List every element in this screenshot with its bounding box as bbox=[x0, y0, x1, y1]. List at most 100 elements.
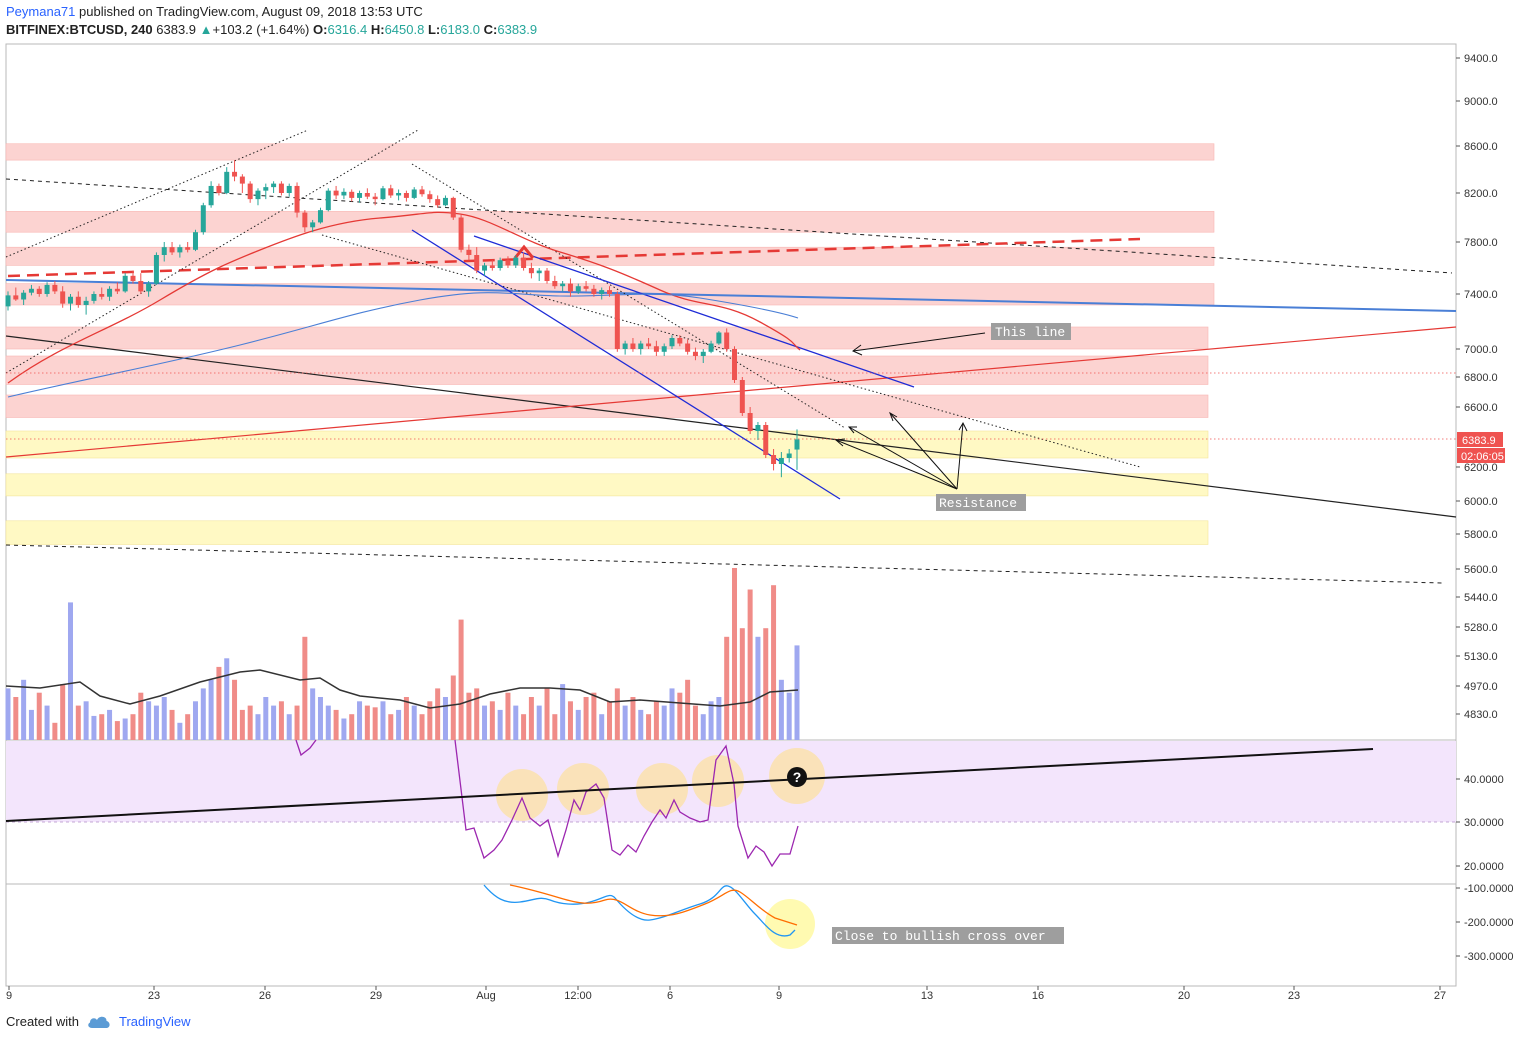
volume-bar bbox=[208, 679, 214, 740]
volume-bar bbox=[364, 705, 370, 740]
volume-bar bbox=[732, 568, 738, 740]
dotted-channel-line-1[interactable] bbox=[5, 129, 309, 258]
publish-info: Peymana71 published on TradingView.com, … bbox=[6, 4, 423, 19]
volume-ma-line bbox=[5, 669, 799, 709]
lower-dashed-support-line[interactable] bbox=[5, 544, 1443, 584]
volume-bar bbox=[411, 705, 417, 740]
candle-body bbox=[185, 247, 191, 250]
open-value: 6316.4 bbox=[327, 22, 368, 37]
volume-bar bbox=[677, 692, 683, 740]
candle-body bbox=[528, 268, 534, 274]
volume-bar bbox=[474, 688, 480, 740]
volume-bar bbox=[75, 705, 81, 740]
macd-axis[interactable]: -100.0000 -200.0000 -300.0000 bbox=[1456, 883, 1514, 963]
volume-bar bbox=[255, 714, 261, 740]
volume-bar bbox=[153, 705, 159, 740]
candle-body bbox=[466, 249, 472, 255]
dotted-descending-line-1[interactable] bbox=[411, 163, 846, 429]
high-value: 6450.8 bbox=[384, 22, 425, 37]
candle-body bbox=[44, 284, 50, 294]
volume-bar bbox=[192, 701, 198, 740]
long-dashed-resistance-line[interactable] bbox=[5, 178, 1453, 274]
question-marker[interactable]: ? bbox=[787, 767, 807, 787]
volume-bar bbox=[138, 692, 144, 740]
candle-body bbox=[685, 343, 691, 352]
tradingview-brand-link[interactable]: TradingView bbox=[118, 1014, 191, 1029]
candle-body bbox=[75, 296, 81, 305]
time-tick-label: 23 bbox=[1288, 990, 1300, 1002]
price-tick-label: 8200.0 bbox=[1464, 188, 1498, 200]
macd-highlight-circle bbox=[765, 899, 815, 949]
candle-body bbox=[208, 185, 214, 206]
volume-bar bbox=[505, 692, 511, 740]
candle-body bbox=[700, 351, 706, 356]
price-tick-label: 7000.0 bbox=[1464, 344, 1498, 356]
rsi-tick-label: 30.0000 bbox=[1464, 817, 1504, 829]
change-value: +103.2 (+1.64%) bbox=[212, 22, 310, 37]
candle-body bbox=[708, 343, 714, 352]
time-tick-label: 12:00 bbox=[564, 990, 592, 1002]
open-label: O: bbox=[313, 22, 328, 37]
dotted-descending-line-2[interactable] bbox=[321, 234, 1141, 468]
candle-body bbox=[458, 217, 464, 250]
ma-red-line bbox=[7, 211, 801, 384]
resistance-label[interactable]: Resistance bbox=[936, 494, 1026, 511]
volume-bar bbox=[567, 701, 573, 740]
candle-body bbox=[341, 191, 347, 196]
candle-body bbox=[302, 212, 308, 228]
volume-bar bbox=[349, 714, 355, 740]
volume-bar bbox=[278, 701, 284, 740]
volume-bar bbox=[497, 709, 503, 740]
volume-bar bbox=[169, 709, 175, 740]
candle-body bbox=[591, 288, 597, 294]
annotation-arrows bbox=[834, 332, 986, 490]
candle-body bbox=[583, 286, 589, 289]
this-line-label-bg bbox=[991, 323, 1071, 340]
arrow-res-3 bbox=[889, 412, 958, 490]
arrowhead-res-2 bbox=[847, 426, 857, 434]
this-line-label[interactable]: This line bbox=[991, 323, 1071, 340]
volume-bar bbox=[739, 628, 745, 740]
volume-bar bbox=[44, 705, 50, 740]
arrowhead-this-line bbox=[852, 344, 863, 356]
blue-horizontal-trendline[interactable] bbox=[5, 279, 1457, 312]
candle-body bbox=[263, 187, 269, 191]
low-label: L: bbox=[427, 22, 441, 37]
volume-bar bbox=[419, 714, 425, 740]
blue-channel-lower-line[interactable] bbox=[411, 229, 841, 500]
price-tick-label: 6600.0 bbox=[1464, 402, 1498, 414]
blue-channel-upper-line[interactable] bbox=[473, 235, 915, 388]
candle-body bbox=[638, 343, 644, 349]
candle-body bbox=[107, 288, 113, 297]
author-link[interactable]: Peymana71 bbox=[6, 4, 76, 19]
price-tick-label: 6800.0 bbox=[1464, 372, 1498, 384]
price-axis[interactable]: 9400.0 9000.0 8600.0 8200.0 7800.0 7400.0 7000… bbox=[1456, 53, 1498, 721]
candle-body bbox=[552, 281, 558, 287]
time-axis[interactable]: 9 23 26 29 Aug 12:00 6 9 13 16 20 23 27 bbox=[6, 986, 1446, 1002]
volume-bar bbox=[794, 645, 800, 740]
candle-body bbox=[607, 290, 613, 294]
volume-bar bbox=[294, 705, 300, 740]
price-tick-label: 5800.0 bbox=[1464, 529, 1498, 541]
volume-bar bbox=[653, 701, 659, 740]
black-descending-trendline[interactable] bbox=[5, 335, 1457, 518]
candle-body bbox=[419, 189, 425, 195]
time-tick-label: 29 bbox=[370, 990, 382, 1002]
volume-bars bbox=[5, 568, 800, 740]
candle-body bbox=[544, 270, 550, 281]
candle-body bbox=[153, 255, 159, 284]
volume-bar bbox=[99, 714, 105, 740]
red-ascending-trendline[interactable] bbox=[5, 326, 1457, 458]
volume-bar bbox=[5, 688, 11, 740]
volume-bar bbox=[146, 701, 152, 740]
price-tick-label: 5440.0 bbox=[1464, 592, 1498, 604]
candle-body bbox=[161, 247, 167, 255]
candle-body bbox=[474, 255, 480, 271]
rsi-trendline[interactable] bbox=[5, 748, 1374, 822]
rsi-axis[interactable]: 40.0000 30.0000 20.0000 bbox=[1456, 774, 1504, 873]
volume-bar bbox=[271, 705, 277, 740]
price-tick-label: 8600.0 bbox=[1464, 141, 1498, 153]
volume-bar bbox=[747, 589, 753, 740]
bullish-label[interactable]: Close to bullish cross over bbox=[832, 927, 1064, 944]
